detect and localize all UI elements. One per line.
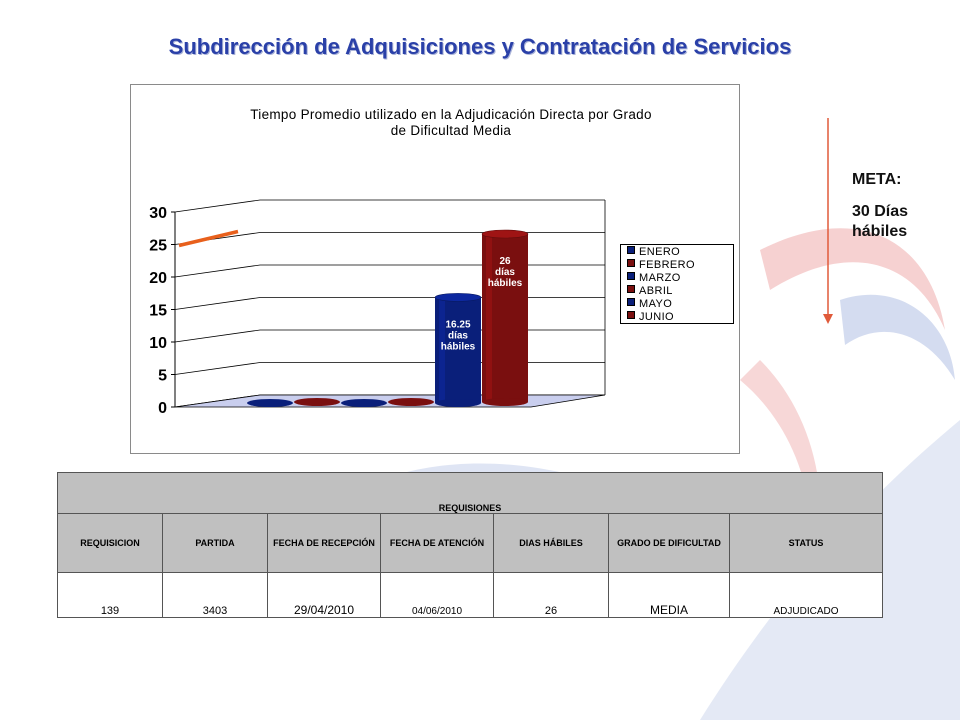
col-header-status: STATUS [729, 513, 883, 573]
cell-partida: 3403 [162, 572, 268, 618]
y-tick-label: 30 [149, 205, 167, 222]
bar-data-label-line: hábiles [441, 341, 476, 352]
bar-zero [341, 399, 387, 407]
bar-zero [247, 399, 293, 407]
col-header-dias-habiles: DIAS HÁBILES [493, 513, 609, 573]
bar-highlight [439, 297, 445, 403]
y-tick-label: 0 [158, 400, 167, 417]
cell-fecha-atencion: 04/06/2010 [380, 572, 494, 618]
meta-value-line2: hábiles [852, 223, 908, 240]
bar-zero [388, 398, 434, 406]
legend-swatch [627, 311, 635, 319]
legend-label: FEBRERO [639, 259, 695, 271]
meta-box: META: 30 Días hábiles [852, 170, 908, 242]
chart-frame: 0 5 10 15 20 25 30 16.25 días hábiles 26 días hábile… [130, 84, 740, 454]
col-header-fecha-recepcion: FECHA DE RECEPCIÓN [267, 513, 381, 573]
cell-status: ADJUDICADO [729, 572, 883, 618]
legend-swatch [627, 246, 635, 254]
cell-fecha-recepcion: 29/04/2010 [267, 572, 381, 618]
bar-data-label: 16.25 días hábiles [441, 319, 476, 352]
legend-label: JUNIO [639, 311, 674, 323]
chart-title-line1: Tiempo Promedio utilizado en la Adjudica… [250, 107, 652, 122]
requisitions-table: REQUISIONES REQUISICION PARTIDA FECHA DE… [57, 472, 883, 618]
y-tick-label: 15 [149, 303, 167, 320]
legend-label: ENERO [639, 246, 681, 258]
col-header-grado-dificultad: GRADO DE DIFICULTAD [608, 513, 730, 573]
y-tick-label: 25 [149, 238, 167, 255]
bar-highlight [486, 234, 492, 402]
bar-zero [294, 398, 340, 406]
legend-label: ABRIL [639, 285, 673, 297]
legend-item: JUNIO [627, 311, 733, 324]
bar-data-label-line: hábiles [488, 278, 523, 289]
page-title: Subdirección de Adquisiciones y Contrata… [168, 34, 792, 59]
cell-grado-dificultad: MEDIA [608, 572, 730, 618]
gridline [174, 232, 605, 245]
legend-swatch [627, 285, 635, 293]
table-title: REQUISIONES [57, 472, 883, 514]
gridline [174, 264, 605, 278]
table-row: 139 3403 29/04/2010 04/06/2010 26 MEDIA … [57, 572, 883, 618]
gridline [174, 329, 605, 343]
legend-item: MARZO [627, 272, 733, 285]
chart-title: Tiempo Promedio utilizado en la Adjudica… [191, 107, 711, 139]
col-header-requisicion: REQUISICION [57, 513, 163, 573]
cell-dias-habiles: 26 [493, 572, 609, 618]
meta-arrow-down-icon [823, 118, 833, 324]
bar-data-label-line: días [495, 267, 515, 278]
col-header-partida: PARTIDA [162, 513, 268, 573]
target-line [178, 229, 239, 248]
y-tick-label: 20 [149, 270, 167, 287]
legend-label: MAYO [639, 298, 673, 310]
gridline [174, 362, 605, 375]
legend-swatch [627, 298, 635, 306]
chart-legend: ENERO FEBRERO MARZO ABRIL MAYO JUNIO [620, 244, 734, 324]
legend-item: FEBRERO [627, 259, 733, 272]
cell-requisicion: 139 [57, 572, 163, 618]
bar-data-label: 26 días hábiles [488, 256, 523, 289]
chart-title-line2: de Dificultad Media [390, 123, 512, 138]
bar-data-label-line: 26 [499, 256, 511, 267]
legend-swatch [627, 272, 635, 280]
bar-top [481, 229, 529, 239]
legend-item: ENERO [627, 246, 733, 259]
bar-data-label-line: días [448, 330, 468, 341]
meta-value-line1: 30 Días [852, 203, 909, 220]
y-tick-label: 10 [149, 335, 167, 352]
bar-data-label-line: 16.25 [445, 319, 470, 330]
gridline [174, 297, 605, 310]
y-tick-label: 5 [158, 368, 167, 385]
bar-base [435, 399, 481, 407]
bar-top [434, 293, 482, 302]
gridline [174, 199, 605, 213]
legend-item: MAYO [627, 298, 733, 311]
meta-label: META: [852, 171, 902, 188]
col-header-fecha-atencion: FECHA DE ATENCIÓN [380, 513, 494, 573]
legend-item: ABRIL [627, 285, 733, 298]
bar-base [482, 398, 528, 406]
legend-swatch [627, 259, 635, 267]
legend-label: MARZO [639, 272, 681, 284]
